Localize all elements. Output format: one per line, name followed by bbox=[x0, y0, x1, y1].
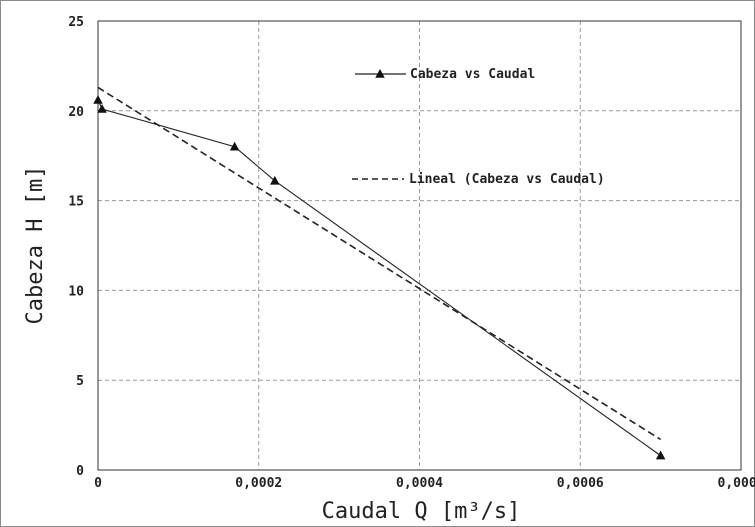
x-tick-label: 0 bbox=[94, 476, 102, 491]
x-tick-label: 0,0002 bbox=[235, 476, 282, 491]
y-tick-label: 15 bbox=[68, 195, 84, 210]
y-tick-label: 20 bbox=[68, 105, 84, 120]
series-line-cabeza-vs-caudal bbox=[97, 99, 661, 457]
data-point-marker bbox=[655, 450, 666, 460]
data-point-marker bbox=[229, 141, 240, 151]
y-axis-label: Cabeza H [m] bbox=[23, 166, 48, 325]
grid bbox=[98, 21, 741, 470]
data-point-marker bbox=[97, 104, 107, 113]
x-tick-label: 0,0008 bbox=[718, 476, 755, 491]
plot-area-border bbox=[97, 20, 742, 471]
y-tick-label: 5 bbox=[76, 374, 84, 389]
legend-label-cabeza-vs-caudal: Cabeza vs Caudal bbox=[410, 67, 535, 82]
data-point-marker bbox=[93, 95, 103, 104]
series-layer bbox=[93, 86, 666, 460]
legend-marker-cabeza-vs-caudal bbox=[375, 69, 385, 78]
series-line-lineal bbox=[97, 86, 662, 441]
x-tick-label: 0,0006 bbox=[557, 476, 604, 491]
legend: Cabeza vs Caudal Lineal (Cabeza vs Cauda… bbox=[352, 67, 605, 187]
legend-label-lineal: Lineal (Cabeza vs Caudal) bbox=[409, 172, 605, 187]
y-tick-label: 0 bbox=[76, 464, 84, 479]
x-tick-label: 0,0004 bbox=[396, 476, 443, 491]
y-tick-label: 25 bbox=[68, 15, 84, 30]
x-axis-label: Caudal Q [m³/s] bbox=[322, 499, 521, 524]
y-tick-label: 10 bbox=[68, 284, 84, 299]
y-tick-labels: 0 5 10 15 20 25 bbox=[68, 15, 84, 479]
x-tick-labels: 0 0,0002 0,0004 0,0006 0,0008 bbox=[94, 476, 755, 491]
data-point-marker bbox=[270, 175, 280, 185]
